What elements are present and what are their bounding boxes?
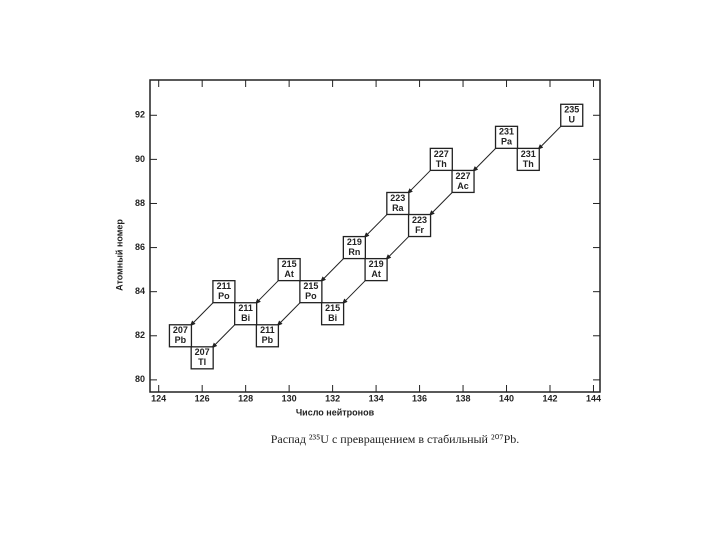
nuclide-mass: 227 <box>456 171 471 181</box>
y-tick-label: 88 <box>135 198 145 208</box>
x-tick-label: 136 <box>412 393 427 403</box>
nuclide-box <box>234 302 258 326</box>
plot-frame <box>149 79 601 393</box>
nuclide-box <box>407 213 432 238</box>
nuclide-mass: 223 <box>412 215 427 225</box>
decay-arrow <box>407 168 433 195</box>
nuclide-symbol: Po <box>305 291 317 301</box>
y-tick-label: 84 <box>135 286 145 296</box>
nuclide-symbol: Pb <box>175 335 187 345</box>
x-axis-label: Число нейтронов <box>296 407 375 417</box>
nuclide-box <box>277 257 301 282</box>
nuclide-mass: 207 <box>173 325 188 335</box>
x-tick-label: 132 <box>325 393 340 403</box>
nuclide-mass: 207 <box>195 347 210 357</box>
nuclide-symbol: Rn <box>348 247 360 257</box>
nuclide-symbol: Pa <box>501 137 513 147</box>
decay-arrow <box>276 301 302 327</box>
nuclide-box <box>560 103 584 127</box>
nuclide-symbol: Ac <box>457 181 469 191</box>
nuclide-box <box>190 346 214 370</box>
y-tick-label: 80 <box>135 374 145 384</box>
nuclide-box <box>255 324 280 348</box>
decay-arrow <box>428 190 454 217</box>
nuclide-symbol: Tl <box>198 357 206 367</box>
nuclide-symbol: Ra <box>392 203 404 213</box>
x-tick-label: 128 <box>238 393 253 403</box>
nuclide-mass: 215 <box>282 259 297 269</box>
nuclide-box <box>386 191 410 216</box>
decay-arrow <box>472 146 498 173</box>
x-tick-label: 126 <box>195 393 210 403</box>
nuclide-symbol: At <box>284 269 294 279</box>
nuclide-mass: 235 <box>564 105 579 115</box>
x-tick-label: 124 <box>151 393 166 403</box>
x-tick-label: 130 <box>282 393 297 403</box>
nuclide-mass: 223 <box>390 193 405 203</box>
nuclide-symbol: Po <box>218 291 230 301</box>
nuclide-mass: 211 <box>260 325 275 335</box>
nuclide-mass: 215 <box>303 281 318 291</box>
decay-arrow <box>537 124 563 151</box>
decay-arrow <box>189 301 215 327</box>
x-tick-label: 138 <box>456 393 471 403</box>
nuclide-box <box>364 257 388 282</box>
nuclide-mass: 231 <box>499 127 514 137</box>
nuclide-box <box>429 147 453 172</box>
nuclide-box <box>212 280 236 304</box>
decay-arrow <box>385 234 411 261</box>
nuclide-box <box>299 280 323 304</box>
caption: Распад ²³⁵U с превращением в стабильный … <box>271 432 520 446</box>
nuclide-box <box>168 324 193 348</box>
nuclide-mass: 219 <box>369 259 384 269</box>
x-tick-label: 140 <box>499 393 514 403</box>
y-axis-label: Атомный номер <box>114 219 124 291</box>
y-tick-label: 90 <box>135 154 145 164</box>
decay-arrow <box>320 257 346 283</box>
nuclide-box <box>516 147 540 172</box>
nuclide-mass: 219 <box>347 237 362 247</box>
y-tick-label: 86 <box>135 242 145 252</box>
nuclide-symbol: Th <box>436 159 447 169</box>
decay-arrow <box>341 279 367 305</box>
y-tick-label: 92 <box>135 110 145 120</box>
decay-arrow <box>254 279 280 305</box>
nuclide-symbol: Fr <box>415 225 424 235</box>
nuclide-mass: 227 <box>434 149 449 159</box>
x-tick-label: 142 <box>542 393 557 403</box>
nuclide-box <box>320 302 345 326</box>
nuclide-symbol: Bi <box>241 313 250 323</box>
nuclide-symbol: Bi <box>328 313 337 323</box>
nuclide-mass: 231 <box>521 149 536 159</box>
nuclide-box <box>342 235 366 260</box>
nuclide-box <box>494 125 519 149</box>
decay-arrow <box>363 212 389 239</box>
nuclide-symbol: At <box>371 269 381 279</box>
nuclide-mass: 211 <box>217 281 232 291</box>
nuclide-box <box>451 169 475 194</box>
x-tick-label: 144 <box>586 393 601 403</box>
y-tick-label: 82 <box>135 330 145 340</box>
decay-arrow <box>211 323 237 349</box>
nuclide-symbol: Pb <box>262 335 274 345</box>
nuclide-mass: 211 <box>238 303 253 313</box>
x-tick-label: 134 <box>369 393 384 403</box>
nuclide-mass: 215 <box>325 303 340 313</box>
nuclide-symbol: Th <box>523 159 534 169</box>
nuclide-symbol: U <box>568 115 575 125</box>
